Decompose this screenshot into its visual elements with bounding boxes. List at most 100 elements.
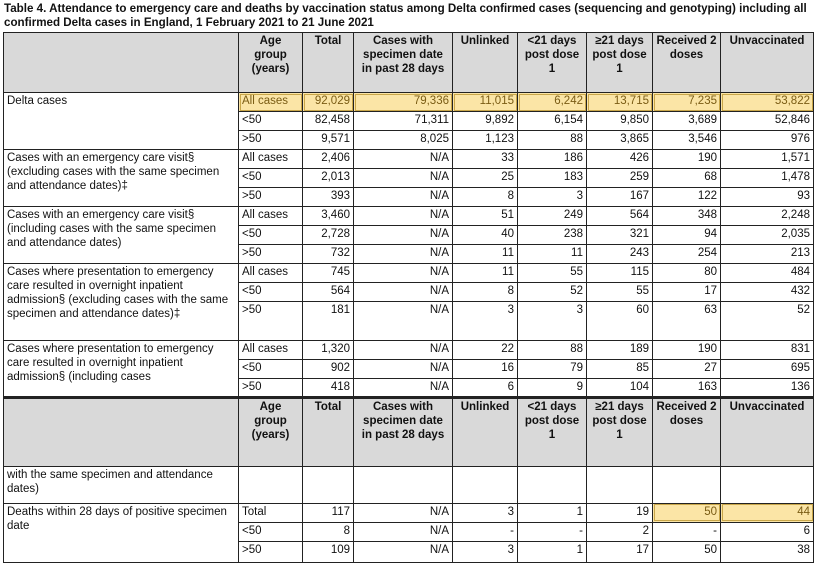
value-cell: 6,242 [517, 92, 587, 112]
value-cell: 167 [586, 187, 653, 207]
value-cell: 40 [452, 225, 518, 245]
value-cell: 831 [720, 340, 814, 360]
value-cell: 50 [652, 502, 721, 523]
value-cell: 122 [652, 187, 721, 207]
column-header: Age group (years) [238, 32, 303, 93]
value-cell: 93 [720, 187, 814, 207]
value-cell: N/A [353, 168, 453, 188]
value-cell: 2,728 [302, 225, 354, 245]
value-cell: 51 [452, 206, 518, 226]
value-cell: 2 [586, 521, 653, 542]
column-header: <21 days post dose 1 [517, 397, 587, 467]
column-header: Total [302, 397, 354, 467]
value-cell: 213 [720, 244, 814, 264]
value-cell: 902 [302, 359, 354, 379]
value-cell: - [452, 521, 518, 542]
value-cell: 418 [302, 378, 354, 397]
value-cell: 249 [517, 206, 587, 226]
value-cell: 1 [517, 540, 587, 563]
value-cell: 1,571 [720, 149, 814, 169]
value-cell: N/A [353, 502, 453, 523]
age-group-cell: All cases [238, 263, 303, 283]
value-cell: 3 [452, 540, 518, 563]
column-header [3, 32, 239, 93]
value-cell: 564 [586, 206, 653, 226]
header-row: Age group (years) Total Cases with specime… [3, 397, 814, 467]
value-cell: N/A [353, 301, 453, 341]
attendance-table: Age group (years) Total Cases with specime… [3, 32, 814, 398]
value-cell: 6 [720, 521, 814, 542]
value-cell: 393 [302, 187, 354, 207]
value-cell: - [517, 521, 587, 542]
column-header: Unvaccinated [720, 397, 814, 467]
value-cell: N/A [353, 282, 453, 302]
value-cell: 3,865 [586, 130, 653, 150]
value-cell: 109 [302, 540, 354, 563]
age-group-cell: >50 [238, 540, 303, 563]
value-cell: 484 [720, 263, 814, 283]
value-cell: 6,154 [517, 111, 587, 131]
value-cell: 426 [586, 149, 653, 169]
value-cell: N/A [353, 359, 453, 379]
value-cell: 11 [452, 244, 518, 264]
age-group-cell: >50 [238, 378, 303, 397]
value-cell: 8 [452, 282, 518, 302]
value-cell: 190 [652, 149, 721, 169]
empty-cell [238, 465, 303, 504]
value-cell: 38 [720, 540, 814, 563]
value-cell: 13,715 [586, 92, 653, 112]
column-header: Age group (years) [238, 397, 303, 467]
value-cell: 19 [586, 502, 653, 523]
row-label: Delta cases [3, 92, 239, 150]
row-label: Deaths within 28 days of positive specim… [3, 502, 239, 563]
value-cell: 9,850 [586, 111, 653, 131]
age-group-cell: All cases [238, 149, 303, 169]
age-group-cell: <50 [238, 225, 303, 245]
table-row: Cases with an emergency care visit§ (exc… [3, 149, 814, 207]
value-cell: 79,336 [353, 92, 453, 112]
table-row: >50 9,571 8,025 1,123 88 3,865 3,546 976 [4, 130, 814, 150]
value-cell: 11 [452, 263, 518, 283]
value-cell: 2,406 [302, 149, 354, 169]
row-label: with the same specimen and attendance da… [3, 465, 239, 504]
value-cell: 2,013 [302, 168, 354, 188]
value-cell: 9 [517, 378, 587, 397]
value-cell: N/A [353, 187, 453, 207]
table-row: Delta cases All cases 92,029 79,336 11,015 6,… [3, 92, 814, 150]
empty-cell [517, 465, 587, 504]
age-group-cell: <50 [238, 282, 303, 302]
column-header: Received 2 doses [652, 397, 721, 467]
value-cell: 243 [586, 244, 653, 264]
value-cell: 2,035 [720, 225, 814, 245]
value-cell: 52 [517, 282, 587, 302]
value-cell: N/A [353, 149, 453, 169]
table-row: >50 418 N/A 6 9 104 163 136 [4, 378, 814, 397]
value-cell: 88 [517, 340, 587, 360]
age-group-cell: >50 [238, 187, 303, 207]
deaths-table: Age group (years) Total Cases with specime… [3, 397, 814, 563]
value-cell: 3,689 [652, 111, 721, 131]
value-cell: 8 [452, 187, 518, 207]
value-cell: 27 [652, 359, 721, 379]
value-cell: N/A [353, 378, 453, 397]
value-cell: 79 [517, 359, 587, 379]
empty-cell [353, 465, 453, 504]
table-row: <50 82,458 71,311 9,892 6,154 9,850 3,689 52,84… [4, 111, 814, 131]
value-cell: 1,478 [720, 168, 814, 188]
value-cell: 88 [517, 130, 587, 150]
age-group-cell: >50 [238, 130, 303, 150]
empty-cell [452, 465, 518, 504]
value-cell: 80 [652, 263, 721, 283]
value-cell: 259 [586, 168, 653, 188]
table-row: >50 181 N/A 3 3 60 63 52 [4, 301, 814, 341]
value-cell: 44 [720, 502, 814, 523]
row-label: Cases with an emergency care visit§ (exc… [3, 149, 239, 207]
value-cell: 55 [586, 282, 653, 302]
value-cell: 9,892 [452, 111, 518, 131]
column-header: Cases with specimen date in past 28 days [353, 32, 453, 93]
value-cell: 8 [302, 521, 354, 542]
value-cell: N/A [353, 540, 453, 563]
column-header: Unvaccinated [720, 32, 814, 93]
value-cell: 85 [586, 359, 653, 379]
